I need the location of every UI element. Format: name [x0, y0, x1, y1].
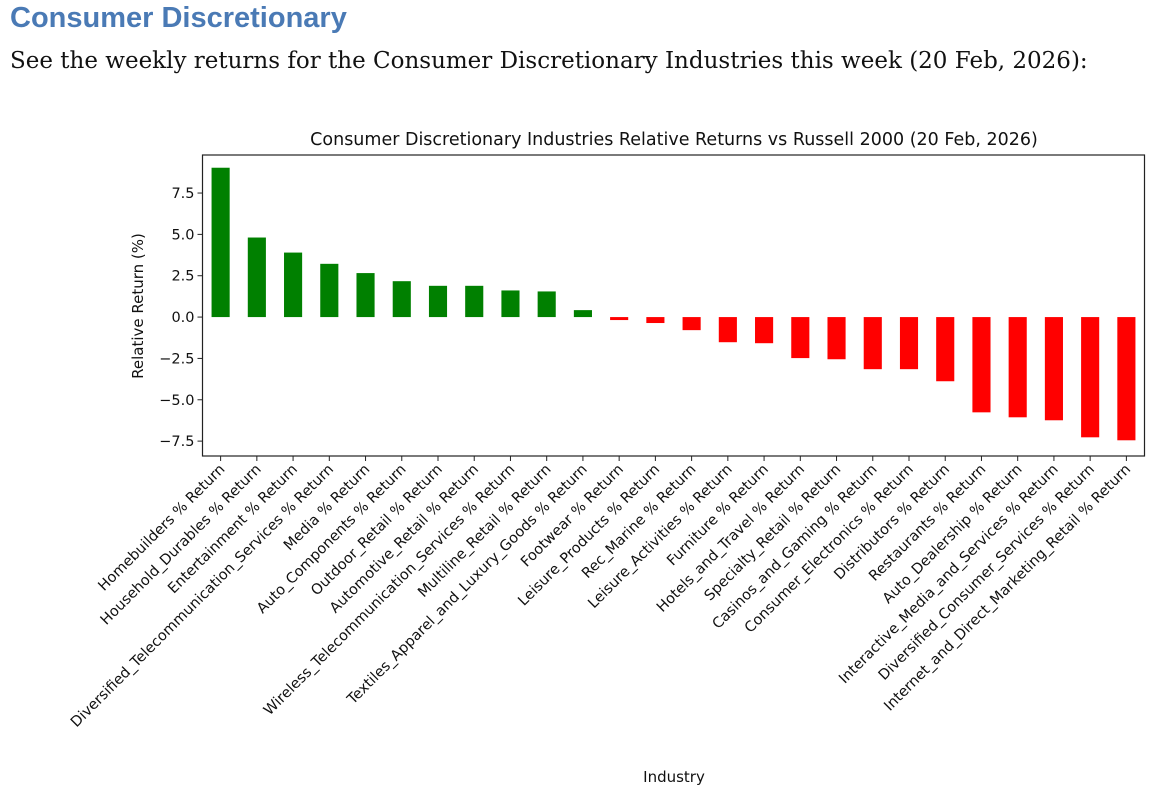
- section-heading: Consumer Discretionary: [10, 2, 347, 34]
- bar: [755, 317, 774, 344]
- bar: [972, 317, 991, 413]
- intro-text: See the weekly returns for the Consumer …: [10, 48, 1088, 74]
- bar: [863, 317, 882, 370]
- y-tick-label: −5.0: [159, 393, 194, 409]
- chart-title: Consumer Discretionary Industries Relati…: [310, 130, 1038, 150]
- bar: [320, 263, 339, 318]
- bar: [899, 317, 919, 370]
- bar: [211, 167, 230, 318]
- bar: [356, 273, 375, 318]
- bar: [284, 252, 303, 318]
- y-tick-label: 2.5: [171, 269, 194, 285]
- bar: [573, 310, 592, 318]
- y-axis-label: Relative Return (%): [129, 233, 147, 379]
- x-axis-label: Industry: [643, 768, 705, 786]
- bar: [428, 285, 448, 318]
- y-tick-label: −2.5: [159, 351, 194, 367]
- bar: [827, 317, 846, 360]
- x-tick-label: Household_Durables % Return: [98, 462, 265, 629]
- y-tick-label: 0.0: [171, 310, 194, 326]
- bar: [1008, 317, 1027, 418]
- y-tick-label: −7.5: [159, 434, 194, 450]
- plot-frame: [201, 154, 1146, 457]
- bar: [791, 317, 810, 359]
- bar: [718, 317, 737, 343]
- bar: [501, 290, 520, 318]
- y-tick-label: 7.5: [171, 186, 194, 202]
- bar: [537, 291, 556, 318]
- bar: [392, 281, 411, 318]
- bar: [1117, 317, 1136, 441]
- bar: [682, 317, 701, 331]
- bar: [1044, 317, 1063, 421]
- bar: [610, 317, 629, 321]
- y-tick-label: 5.0: [171, 227, 194, 243]
- bar: [465, 285, 484, 318]
- bar: [936, 317, 955, 382]
- bar: [1081, 317, 1100, 438]
- bar: [247, 237, 266, 318]
- bar: [646, 317, 665, 324]
